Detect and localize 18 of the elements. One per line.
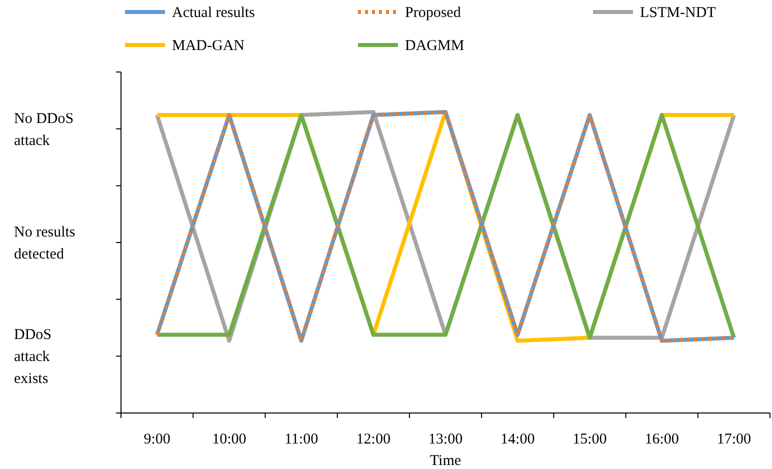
legend-label: Actual results xyxy=(172,5,256,21)
legend-label: Proposed xyxy=(405,5,462,21)
text: No DDoS attack xyxy=(14,110,74,149)
x-axis-title: Time xyxy=(430,453,462,469)
x-tick-label: 9:00 xyxy=(144,432,170,448)
legend-label: MAD-GAN xyxy=(172,38,245,54)
x-tick-label: 14:00 xyxy=(500,432,535,448)
x-tick-label: 16:00 xyxy=(644,432,679,448)
x-tick-label: 10:00 xyxy=(212,432,246,448)
x-tick-label: 15:00 xyxy=(572,432,607,448)
x-tick-label: 11:00 xyxy=(284,432,318,448)
x-tick-label: 12:00 xyxy=(356,432,390,448)
x-tick-label: 17:00 xyxy=(716,432,752,448)
legend-label: DAGMM xyxy=(405,38,464,54)
x-tick-label: 13:00 xyxy=(428,432,463,448)
text: No results detected xyxy=(14,224,76,262)
text: DDoS attack exists xyxy=(14,327,52,388)
legend-label: LSTM-NDT xyxy=(640,5,716,21)
